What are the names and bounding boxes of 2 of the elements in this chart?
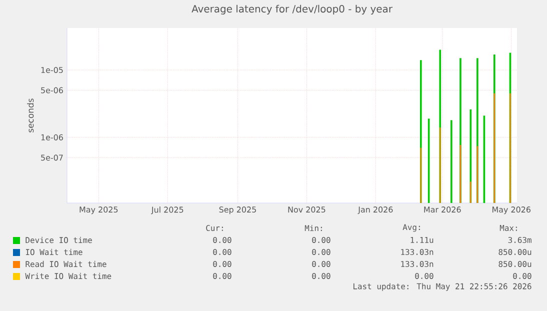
y-axis-title: seconds (27, 98, 34, 132)
chart-title: Average latency for /dev/loop0 - by year (192, 4, 392, 15)
